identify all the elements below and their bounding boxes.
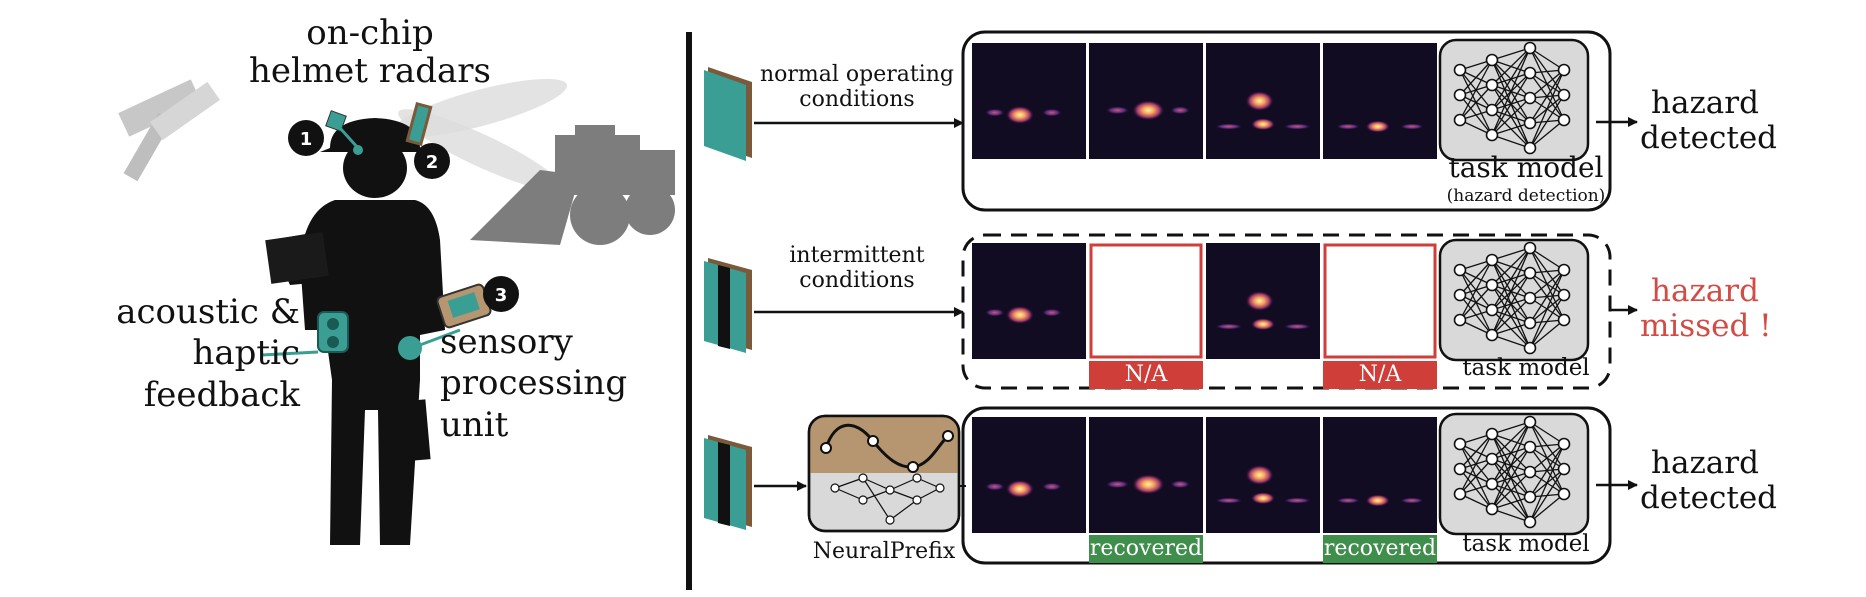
speaker-icon <box>317 311 349 353</box>
feedback-label-line: feedback <box>143 374 300 415</box>
row3-model-label: task model <box>1462 531 1590 557</box>
row3-outcome-line: detected <box>1640 479 1778 516</box>
radar-sensor-icon <box>704 435 752 530</box>
radar-frame <box>1323 417 1437 533</box>
radar-sensor-icon <box>704 67 752 161</box>
processing-label-line: processing <box>440 363 628 404</box>
row1-condition-line: conditions <box>799 86 915 112</box>
row1-model-label: task model <box>1448 151 1604 184</box>
radar-sensor-icon <box>704 258 752 353</box>
row1-outcome-line: detected <box>1640 119 1778 156</box>
svg-text:3: 3 <box>495 285 508 306</box>
neuralprefix-block <box>807 414 961 533</box>
svg-text:2: 2 <box>426 152 439 173</box>
feedback-label-line: acoustic & <box>116 292 300 332</box>
radar-frame <box>1206 417 1320 533</box>
recovered-tag: recovered <box>1323 535 1437 563</box>
row1-outcome: hazard detected <box>1640 85 1778 156</box>
radar-frame <box>1206 43 1320 159</box>
neuralprefix-label: NeuralPrefix <box>812 539 956 564</box>
radar-title-line: on-chip <box>306 13 434 53</box>
processing-label: sensory processing unit <box>440 322 640 446</box>
hammer-icon <box>118 79 220 182</box>
row3-outcome: hazard detected <box>1640 445 1778 516</box>
feedback-label-line: haptic <box>192 333 300 374</box>
radar-beam <box>398 109 562 191</box>
recovered-tag: recovered <box>1089 535 1203 563</box>
task-model-icon <box>1438 412 1590 536</box>
loader-icon <box>470 125 675 245</box>
row2-model-label: task model <box>1462 355 1590 381</box>
row1-outcome-line: hazard <box>1651 85 1759 121</box>
processing-label-line: unit <box>440 404 509 445</box>
task-models <box>1438 38 1590 536</box>
row1-condition-line: normal operating <box>759 62 955 87</box>
radar-title-line: helmet radars <box>249 51 491 92</box>
task-model-icon <box>1438 38 1590 162</box>
radar-frame <box>1089 417 1203 533</box>
na-tag: N/A <box>1323 361 1437 389</box>
radar-frame <box>972 43 1086 159</box>
row2-condition-line: intermittent <box>789 243 925 268</box>
processing-unit-connector <box>398 336 422 360</box>
radar-frame <box>1089 243 1203 359</box>
row1-condition: normal operating conditions <box>752 62 962 112</box>
radar-antenna-icon <box>405 101 433 147</box>
radar-title: on-chip helmet radars <box>230 14 510 90</box>
feedback-label: acoustic & haptic feedback <box>100 292 300 416</box>
svg-text:1: 1 <box>300 129 313 150</box>
task-model-icon <box>1438 238 1590 362</box>
radar-frame <box>972 243 1086 359</box>
radar-frame <box>1089 43 1203 159</box>
radar-frame <box>972 417 1086 533</box>
radar-frame <box>1206 243 1320 359</box>
processing-label-line: sensory <box>440 322 573 362</box>
row2-outcome-line: hazard <box>1651 273 1759 309</box>
row1-model-sublabel: (hazard detection) <box>1446 186 1606 206</box>
badge-3: 3 <box>483 276 519 312</box>
row2-outcome: hazard missed ! <box>1640 273 1772 344</box>
row2-condition: intermittent conditions <box>752 243 962 293</box>
row2-pipeline-box <box>961 233 1612 390</box>
radar-frame <box>1323 43 1437 159</box>
tablet-icon <box>265 232 329 284</box>
radar-chip-icon <box>325 110 347 132</box>
row2-condition-line: conditions <box>799 267 915 293</box>
badge-2: 2 <box>414 143 450 179</box>
row3-outcome-line: hazard <box>1651 445 1759 481</box>
row2-outcome-line: missed ! <box>1640 307 1772 344</box>
radar-frame <box>1323 243 1437 359</box>
radar-frames <box>972 43 1437 533</box>
na-tag: N/A <box>1089 361 1203 389</box>
badge-1: 1 <box>288 120 324 156</box>
